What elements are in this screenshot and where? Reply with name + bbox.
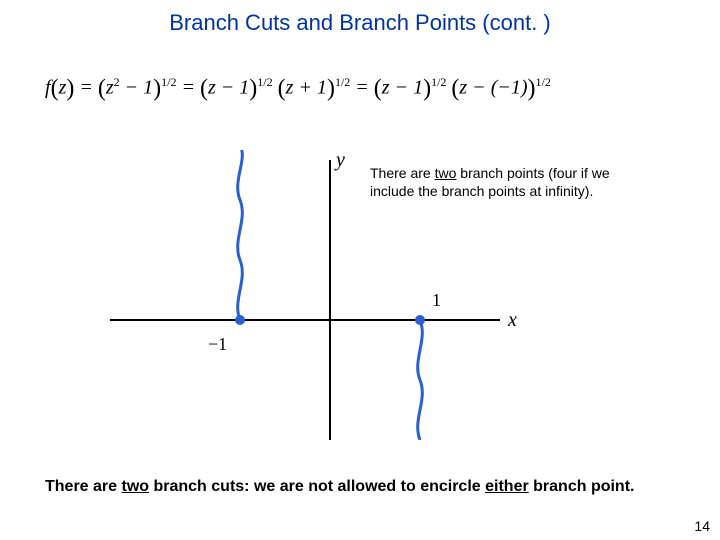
slide-title: Branch Cuts and Branch Points (cont. ) [0,10,720,36]
page-number: 14 [694,518,710,534]
note-bottom: There are two branch cuts: we are not al… [45,478,634,496]
y-axis-label: y [334,150,345,171]
note-bottom-u1: two [121,478,149,495]
label-minus1: −1 [208,334,227,354]
branch-cut-right [418,320,423,440]
branch-cut-diagram: y x 1 −1 [100,150,620,440]
note-bottom-post: branch point. [529,478,635,495]
label-plus1: 1 [432,290,441,310]
branch-cut-left [238,150,243,320]
branch-point-minus1 [235,315,245,325]
note-bottom-pre: There are [45,478,121,495]
branch-point-plus1 [415,315,425,325]
slide: Branch Cuts and Branch Points (cont. ) f… [0,0,720,540]
note-bottom-mid: branch cuts: we are not allowed to encir… [149,478,485,495]
note-bottom-u2: either [485,478,529,495]
x-axis-label: x [507,309,517,331]
formula: f(z) = (z2 − 1)1/2 = (z − 1)1/2 (z + 1)1… [45,75,551,103]
